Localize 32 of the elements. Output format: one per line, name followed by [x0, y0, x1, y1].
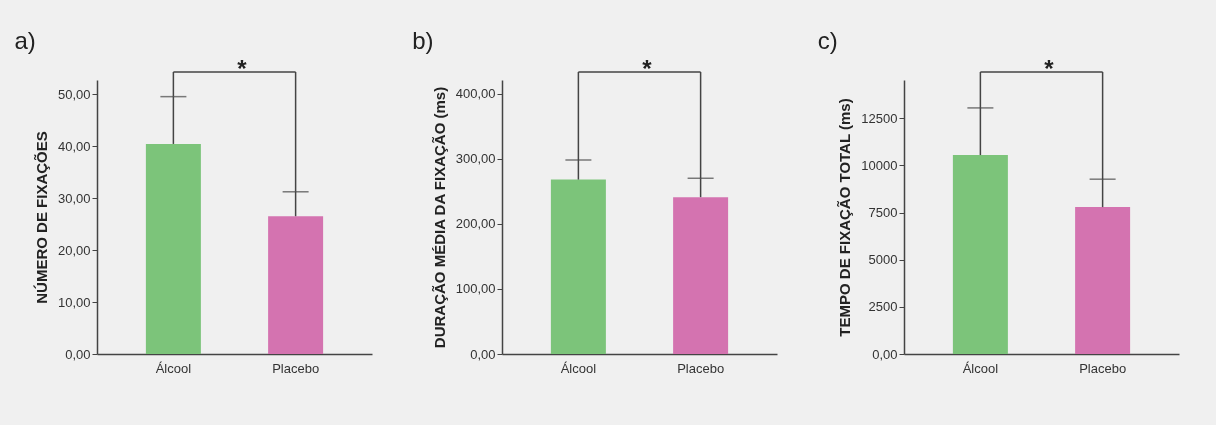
y-tick-label: 5000	[868, 252, 898, 268]
chart-title: b)	[412, 27, 434, 54]
y-tick-label: 20,00	[57, 242, 91, 258]
chart-title: c)	[817, 27, 838, 54]
annotation: *	[1044, 55, 1055, 82]
y-tick-label: 300,00	[455, 151, 496, 167]
y-tick-label: 40,00	[57, 138, 91, 154]
x-tick-label: Placebo	[677, 360, 725, 376]
y-tick-label: 12500	[861, 110, 898, 126]
y-tick-label: 50,00	[57, 86, 91, 102]
x-tick-label: Álcool	[560, 360, 597, 376]
y-tick-label: 0,00	[470, 346, 496, 362]
x-tick-label: Placebo	[1079, 360, 1127, 376]
x-tick-label: Placebo	[272, 360, 320, 376]
annotation: *	[642, 55, 653, 82]
y-tick-label: 10,00	[57, 294, 91, 310]
y-tick-label: 100,00	[455, 281, 496, 297]
chart-title: a)	[14, 27, 36, 54]
y-axis-title: NÚMERO DE FIXAÇÕES	[32, 131, 50, 304]
annotation: *	[237, 55, 248, 82]
y-axis-title: TEMPO DE FIXAÇÃO TOTAL (ms)	[836, 98, 854, 337]
x-tick-label: Álcool	[155, 360, 192, 376]
x-tick-label: Álcool	[962, 360, 999, 376]
y-tick-label: 0,00	[65, 346, 91, 362]
y-tick-label: 30,00	[57, 190, 91, 206]
y-tick-label: 7500	[868, 205, 898, 221]
y-tick-label: 200,00	[455, 216, 496, 232]
y-tick-label: 10000	[861, 157, 898, 173]
y-tick-label: 2500	[868, 299, 898, 315]
y-tick-label: 400,00	[455, 86, 496, 102]
y-tick-label: 0,00	[872, 346, 898, 362]
y-axis-title: DURAÇÃO MÉDIA DA FIXAÇÃO (ms)	[430, 86, 448, 349]
